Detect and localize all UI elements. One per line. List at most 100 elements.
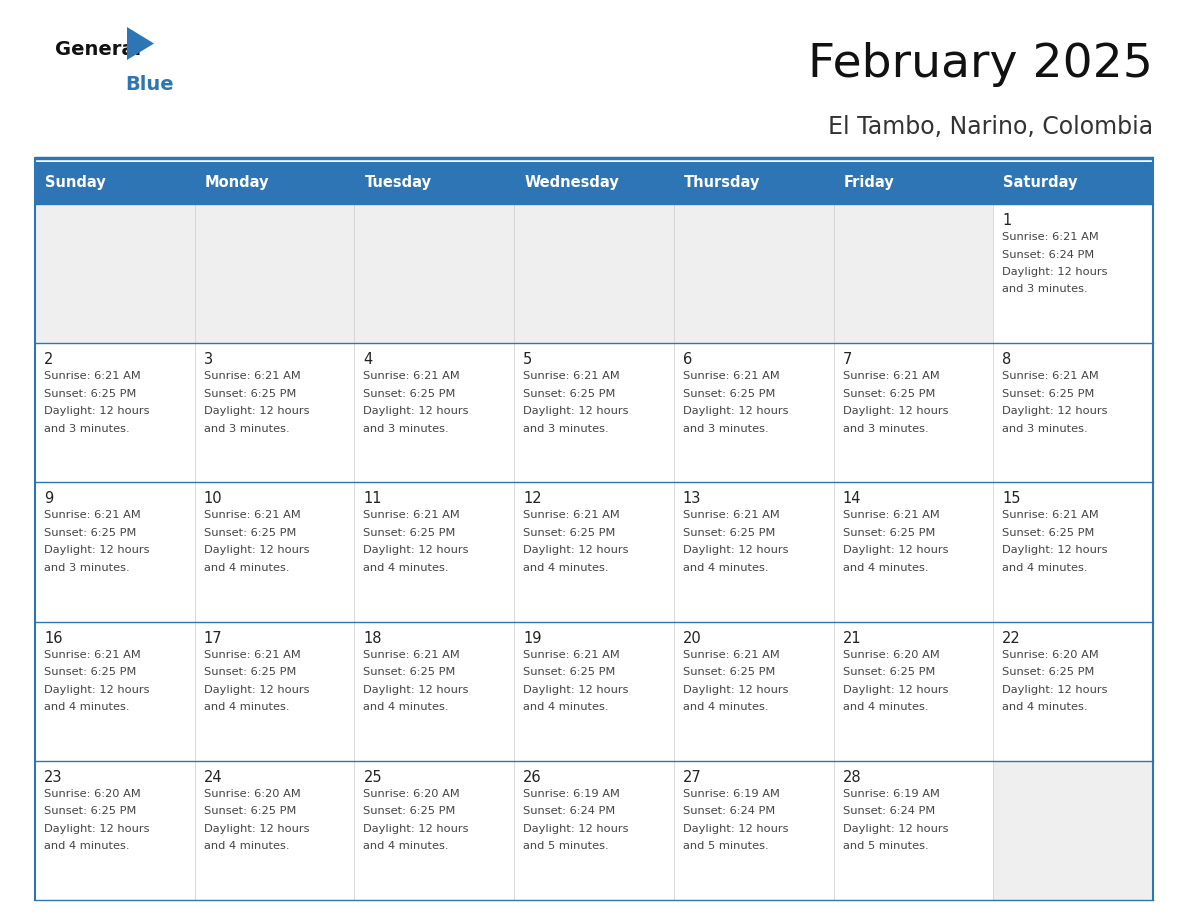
Bar [674,761,834,900]
Text: Sunrise: 6:21 AM: Sunrise: 6:21 AM [44,371,140,381]
Text: and 4 minutes.: and 4 minutes. [364,702,449,712]
Text: 12: 12 [523,491,542,507]
Text: Sunset: 6:25 PM: Sunset: 6:25 PM [842,528,935,538]
Text: Monday: Monday [204,175,270,191]
Text: Daylight: 12 hours: Daylight: 12 hours [203,685,309,695]
Text: 15: 15 [1003,491,1020,507]
Text: Sunset: 6:25 PM: Sunset: 6:25 PM [523,388,615,398]
Text: Sunrise: 6:20 AM: Sunrise: 6:20 AM [203,789,301,799]
Text: 3: 3 [203,353,213,367]
Text: Sunset: 6:25 PM: Sunset: 6:25 PM [842,388,935,398]
Text: Sunset: 6:25 PM: Sunset: 6:25 PM [842,667,935,677]
Text: Wednesday: Wednesday [524,175,619,191]
Text: Sunrise: 6:20 AM: Sunrise: 6:20 AM [364,789,460,799]
Text: Sunset: 6:25 PM: Sunset: 6:25 PM [364,388,456,398]
Text: Sunrise: 6:20 AM: Sunrise: 6:20 AM [1003,650,1099,660]
Text: Tuesday: Tuesday [365,175,431,191]
Text: Sunset: 6:24 PM: Sunset: 6:24 PM [1003,250,1094,260]
Text: Daylight: 12 hours: Daylight: 12 hours [523,406,628,416]
Text: and 5 minutes.: and 5 minutes. [842,841,928,851]
Text: 1: 1 [1003,213,1011,228]
Text: Daylight: 12 hours: Daylight: 12 hours [203,406,309,416]
Text: Sunset: 6:25 PM: Sunset: 6:25 PM [364,528,456,538]
Text: Blue: Blue [125,75,173,94]
Bar [34,162,1154,204]
Text: 16: 16 [44,631,63,645]
Text: and 4 minutes.: and 4 minutes. [523,563,608,573]
Text: and 3 minutes.: and 3 minutes. [842,424,928,433]
Text: and 3 minutes.: and 3 minutes. [44,563,129,573]
Text: Daylight: 12 hours: Daylight: 12 hours [44,545,150,555]
Bar [354,621,514,761]
Bar [195,621,354,761]
Text: Saturday: Saturday [1004,175,1078,191]
Bar [834,343,993,482]
Text: 19: 19 [523,631,542,645]
Text: Sunrise: 6:21 AM: Sunrise: 6:21 AM [1003,232,1099,242]
Bar [34,621,195,761]
Text: Daylight: 12 hours: Daylight: 12 hours [1003,685,1107,695]
Text: 8: 8 [1003,353,1011,367]
Bar [834,621,993,761]
Bar [834,204,993,343]
Text: Daylight: 12 hours: Daylight: 12 hours [683,406,789,416]
Bar [34,482,195,621]
Text: Daylight: 12 hours: Daylight: 12 hours [364,406,469,416]
Text: and 4 minutes.: and 4 minutes. [364,841,449,851]
Text: Sunset: 6:25 PM: Sunset: 6:25 PM [364,806,456,816]
Text: Daylight: 12 hours: Daylight: 12 hours [1003,267,1107,277]
Bar [195,204,354,343]
Text: and 3 minutes.: and 3 minutes. [1003,424,1088,433]
Bar [354,761,514,900]
Text: Daylight: 12 hours: Daylight: 12 hours [364,545,469,555]
Text: Sunrise: 6:19 AM: Sunrise: 6:19 AM [842,789,940,799]
Bar [993,204,1154,343]
Text: Sunset: 6:24 PM: Sunset: 6:24 PM [523,806,615,816]
Text: and 4 minutes.: and 4 minutes. [203,563,289,573]
Text: Sunset: 6:25 PM: Sunset: 6:25 PM [203,528,296,538]
Text: and 4 minutes.: and 4 minutes. [842,563,928,573]
Text: and 4 minutes.: and 4 minutes. [1003,702,1088,712]
Text: Daylight: 12 hours: Daylight: 12 hours [1003,545,1107,555]
Text: Sunrise: 6:21 AM: Sunrise: 6:21 AM [203,510,301,521]
Text: and 3 minutes.: and 3 minutes. [203,424,290,433]
Bar [34,204,195,343]
Text: Sunrise: 6:21 AM: Sunrise: 6:21 AM [523,650,620,660]
Text: 7: 7 [842,353,852,367]
Bar [674,482,834,621]
Bar [514,761,674,900]
Bar [834,761,993,900]
Text: and 4 minutes.: and 4 minutes. [44,702,129,712]
Text: Sunset: 6:25 PM: Sunset: 6:25 PM [203,388,296,398]
Bar [354,204,514,343]
Text: and 4 minutes.: and 4 minutes. [1003,563,1088,573]
Text: Sunset: 6:25 PM: Sunset: 6:25 PM [203,667,296,677]
Text: 21: 21 [842,631,861,645]
Text: Sunset: 6:24 PM: Sunset: 6:24 PM [842,806,935,816]
Text: Daylight: 12 hours: Daylight: 12 hours [842,685,948,695]
Bar [993,343,1154,482]
Text: Daylight: 12 hours: Daylight: 12 hours [523,823,628,834]
Text: and 4 minutes.: and 4 minutes. [203,841,289,851]
Text: and 5 minutes.: and 5 minutes. [683,841,769,851]
Text: Daylight: 12 hours: Daylight: 12 hours [364,685,469,695]
Text: Daylight: 12 hours: Daylight: 12 hours [203,545,309,555]
Text: Daylight: 12 hours: Daylight: 12 hours [842,823,948,834]
Text: and 3 minutes.: and 3 minutes. [1003,285,1088,295]
Text: Sunrise: 6:19 AM: Sunrise: 6:19 AM [683,789,779,799]
Text: 26: 26 [523,770,542,785]
Bar [674,343,834,482]
Text: Sunrise: 6:21 AM: Sunrise: 6:21 AM [1003,510,1099,521]
Bar [514,482,674,621]
Text: Sunrise: 6:21 AM: Sunrise: 6:21 AM [203,650,301,660]
Text: Sunset: 6:25 PM: Sunset: 6:25 PM [683,388,776,398]
Polygon shape [127,27,154,60]
Text: Daylight: 12 hours: Daylight: 12 hours [1003,406,1107,416]
Text: 4: 4 [364,353,373,367]
Text: Sunrise: 6:21 AM: Sunrise: 6:21 AM [523,371,620,381]
Text: 11: 11 [364,491,381,507]
Text: Sunset: 6:25 PM: Sunset: 6:25 PM [1003,388,1094,398]
Text: Sunrise: 6:21 AM: Sunrise: 6:21 AM [364,510,460,521]
Bar [993,621,1154,761]
Bar [514,343,674,482]
